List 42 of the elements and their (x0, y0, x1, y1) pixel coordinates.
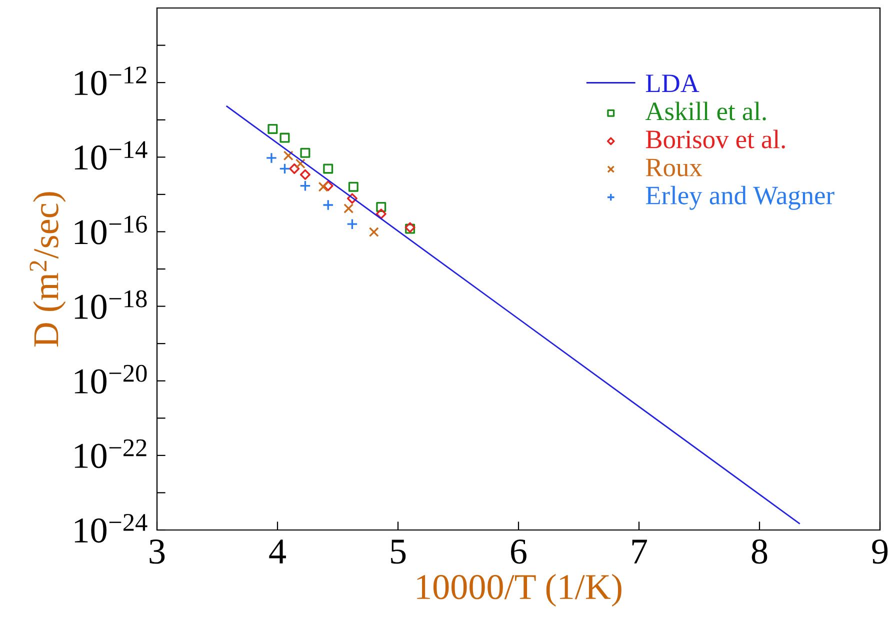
x-tick-label: 9 (872, 539, 888, 564)
point (346, 218, 358, 230)
y-tick-label: 10$^{−14}$ (74, 141, 148, 170)
point (376, 208, 386, 220)
x-axis-title: 10000/T (1/K) (417, 574, 622, 607)
y-axis-title: D (m$^{2}$/sec) (30, 192, 66, 347)
point (300, 180, 311, 192)
legend-label: Borisov et al. (646, 130, 785, 148)
point (322, 180, 334, 192)
legend-label: Erley and Wagner (646, 186, 834, 210)
point (318, 182, 328, 192)
y-tick-label: 10$^{−12}$ (74, 66, 146, 96)
point (289, 163, 300, 174)
point (344, 203, 354, 214)
legend-label: Askill et al. (645, 102, 766, 120)
point (280, 132, 290, 143)
point (295, 158, 306, 169)
y-tick-label: 10$^{−22}$ (74, 439, 146, 468)
point (300, 169, 310, 180)
point (368, 227, 379, 238)
point (268, 124, 278, 134)
x-tick-label: 3 (150, 539, 165, 564)
point (322, 199, 334, 211)
y-tick-label: 10$^{−24}$ (74, 514, 148, 543)
x-tick-label: 5 (391, 540, 406, 564)
point (279, 163, 290, 174)
y-tick-label: 10$^{−20}$ (74, 364, 147, 394)
point (283, 150, 294, 161)
legend-label: Roux (646, 158, 702, 176)
x-tick-label: 7 (632, 540, 647, 564)
x-tick-label: 8 (752, 539, 768, 564)
legend-label: LDA (646, 74, 700, 92)
point (376, 202, 386, 212)
point (323, 164, 334, 174)
point (348, 182, 358, 192)
x-tick-label: 4 (269, 540, 286, 564)
point (300, 148, 310, 158)
point (266, 152, 278, 164)
y-tick-label: 10$^{−18}$ (74, 290, 147, 320)
y-tick-label: 10$^{−16}$ (74, 216, 147, 244)
point (346, 193, 358, 204)
x-tick-label: 6 (511, 539, 526, 564)
